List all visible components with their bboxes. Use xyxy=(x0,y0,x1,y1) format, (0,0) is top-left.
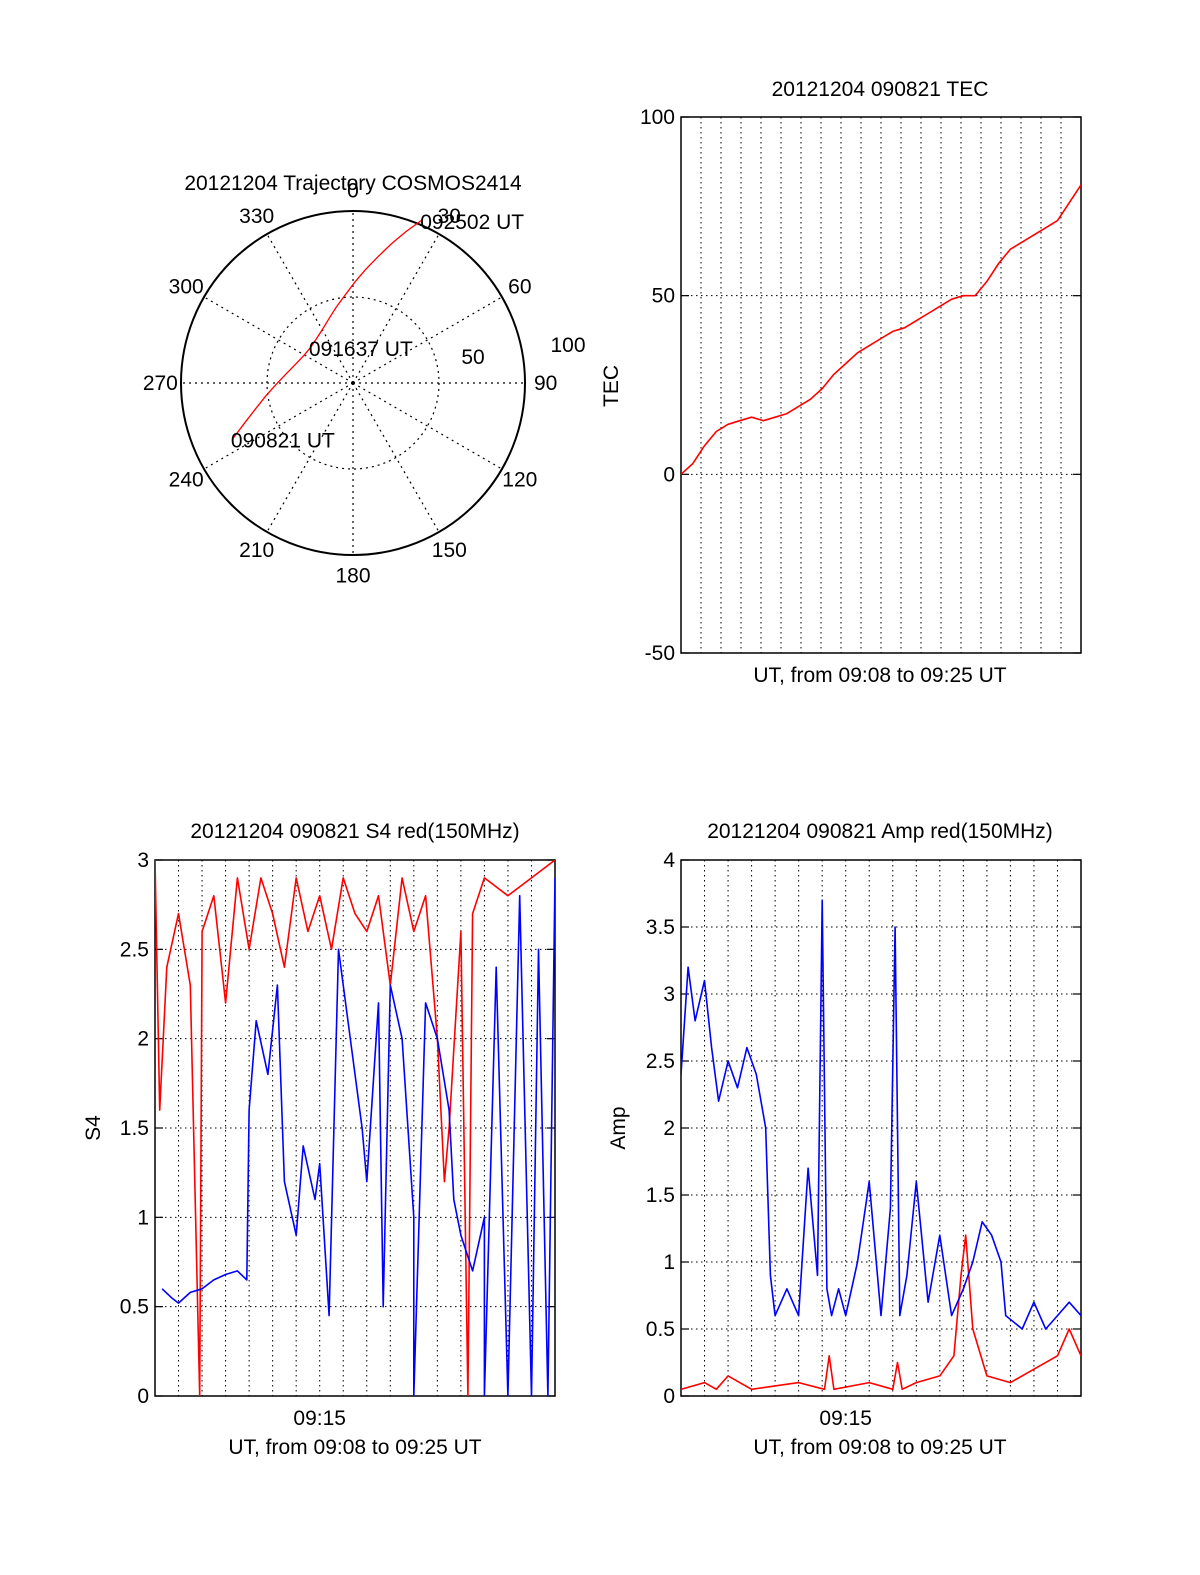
y-tick-label: 2.5 xyxy=(120,938,149,961)
polar-radial-label: 50 xyxy=(461,346,484,369)
polar-azimuth-label: 0 xyxy=(347,179,359,202)
tec-chart: 20121204 090821 TEC UT, from 09:08 to 09… xyxy=(600,78,1082,687)
y-tick-label: 0.5 xyxy=(646,1318,675,1341)
amp-chart-title: 20121204 090821 Amp red(150MHz) xyxy=(707,820,1053,843)
y-tick-label: 4 xyxy=(663,849,675,872)
s4-y-axis-label: S4 xyxy=(82,1115,105,1141)
trajectory-time-label: 090821 UT xyxy=(231,429,335,452)
trajectory-time-label: 091637 UT xyxy=(309,338,413,361)
polar-azimuth-label: 270 xyxy=(143,372,178,395)
polar-azimuth-label: 120 xyxy=(502,468,537,491)
s4-x-axis-label: UT, from 09:08 to 09:25 UT xyxy=(228,1436,481,1459)
polar-spoke xyxy=(352,296,503,384)
amp-y-axis-label: Amp xyxy=(607,1106,630,1149)
s4-plot-area: 0 0.5 1 1.5 2 2.5 3 09:15 xyxy=(120,849,556,1430)
series-line-0 xyxy=(681,1234,1081,1391)
y-tick-label: 2.5 xyxy=(646,1050,675,1073)
polar-azimuth-label: 240 xyxy=(169,468,204,491)
series-line-1 xyxy=(161,877,555,1396)
y-tick-label: -50 xyxy=(645,642,675,665)
polar-spoke xyxy=(352,233,440,384)
s4-chart: 20121204 090821 S4 red(150MHz) UT, from … xyxy=(82,820,556,1459)
y-tick-label: 50 xyxy=(652,285,675,308)
series-line-1 xyxy=(681,899,1081,1330)
polar-grid xyxy=(180,210,526,556)
y-tick-label: 2 xyxy=(663,1117,675,1140)
trajectory-time-label: 092502 UT xyxy=(420,211,524,234)
s4-chart-title: 20121204 090821 S4 red(150MHz) xyxy=(190,820,519,843)
polar-spoke xyxy=(203,382,354,470)
polar-radial-label: 100 xyxy=(550,334,585,357)
y-tick-label: 0.5 xyxy=(120,1296,149,1319)
polar-trajectory-chart: 20121204 Trajectory COSMOS2414 0 30 60 90 12… xyxy=(143,172,586,588)
polar-azimuth-label: 210 xyxy=(239,539,274,562)
tec-y-axis-label: TEC xyxy=(600,365,623,407)
polar-spoke xyxy=(352,382,503,470)
x-tick-label: 09:15 xyxy=(293,1407,346,1430)
polar-spoke xyxy=(352,382,440,533)
trajectory-annotations: 090821 UT 091637 UT 092502 UT xyxy=(231,211,524,453)
tec-chart-title: 20121204 090821 TEC xyxy=(772,78,989,101)
y-tick-label: 0 xyxy=(663,463,675,486)
trajectory-path xyxy=(232,219,423,439)
y-tick-label: 1 xyxy=(663,1251,675,1274)
polar-azimuth-label: 330 xyxy=(239,205,274,228)
tec-plot-area: -50 0 50 100 xyxy=(640,106,1082,665)
trajectory-line xyxy=(232,219,423,439)
y-tick-label: 3 xyxy=(137,849,149,872)
polar-chart-title: 20121204 Trajectory COSMOS2414 xyxy=(184,172,522,195)
polar-spoke xyxy=(203,296,354,384)
polar-azimuth-label: 180 xyxy=(335,565,370,588)
y-tick-label: 1.5 xyxy=(646,1184,675,1207)
y-tick-label: 0 xyxy=(663,1385,675,1408)
x-tick-label: 09:15 xyxy=(819,1407,872,1430)
y-tick-label: 0 xyxy=(137,1385,149,1408)
amp-chart: 20121204 090821 Amp red(150MHz) UT, from… xyxy=(607,820,1082,1459)
amp-x-axis-label: UT, from 09:08 to 09:25 UT xyxy=(753,1436,1006,1459)
polar-spoke xyxy=(266,382,354,533)
amp-plot-area: 0 0.5 1 1.5 2 2.5 3 3.5 4 09:15 xyxy=(646,849,1082,1430)
series-line-0 xyxy=(155,860,555,1396)
polar-azimuth-labels: 0 30 60 90 120 150 180 210 240 270 300 330 xyxy=(143,179,557,587)
y-tick-label: 100 xyxy=(640,106,675,129)
y-tick-label: 2 xyxy=(137,1028,149,1051)
polar-spoke xyxy=(266,233,354,384)
tec-x-axis-label: UT, from 09:08 to 09:25 UT xyxy=(753,664,1006,687)
y-tick-label: 1 xyxy=(137,1206,149,1229)
polar-azimuth-label: 150 xyxy=(432,539,467,562)
y-tick-label: 1.5 xyxy=(120,1117,149,1140)
polar-azimuth-label: 90 xyxy=(534,372,557,395)
y-tick-label: 3 xyxy=(663,983,675,1006)
polar-azimuth-label: 300 xyxy=(169,276,204,299)
y-tick-label: 3.5 xyxy=(646,916,675,939)
polar-azimuth-label: 60 xyxy=(508,276,531,299)
polar-outer-ring xyxy=(180,210,526,556)
polar-azimuth-label: 30 xyxy=(438,205,461,228)
polar-radial-labels: 50 100 xyxy=(461,334,585,369)
series-line-0 xyxy=(681,184,1081,475)
